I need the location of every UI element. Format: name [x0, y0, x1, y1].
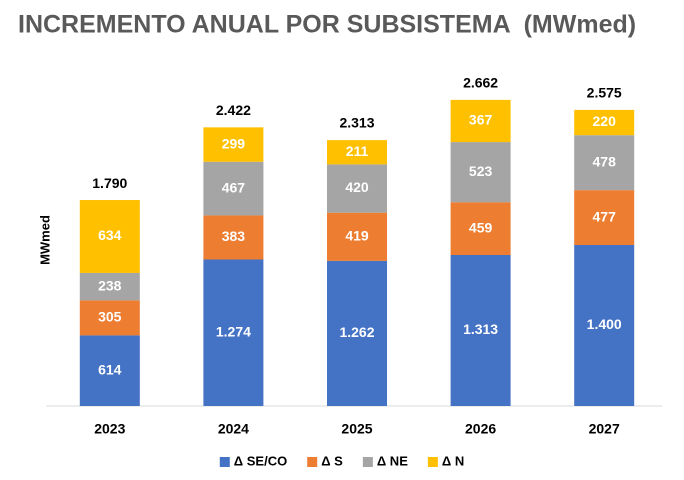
- bar-segment: [203, 161, 264, 216]
- bar-segment: [574, 190, 635, 245]
- legend-label: Δ N: [442, 453, 464, 468]
- data-label: 211: [346, 143, 369, 159]
- total-label: 2.313: [339, 115, 374, 131]
- data-label: 634: [98, 227, 122, 243]
- x-tick-label: 2025: [341, 421, 372, 437]
- legend-swatch: [427, 457, 438, 467]
- legend-label: Δ NE: [377, 453, 408, 468]
- x-tick-label: 2026: [465, 421, 496, 437]
- legend-label: Δ SE/CO: [234, 453, 287, 468]
- legend-label: Δ S: [321, 453, 343, 468]
- total-label: 2.662: [463, 75, 498, 91]
- data-label: 523: [469, 163, 493, 179]
- data-label: 220: [593, 113, 617, 129]
- data-label: 467: [222, 179, 246, 195]
- bar-segment: [574, 135, 635, 191]
- legend-swatch: [307, 457, 318, 467]
- bar-segment: [327, 212, 387, 261]
- data-label: 299: [222, 135, 246, 151]
- bar-segment: [327, 164, 387, 213]
- total-label: 1.790: [92, 175, 127, 191]
- total-label: 2.422: [216, 102, 251, 118]
- data-label: 614: [98, 361, 122, 377]
- data-label: 1.274: [216, 323, 251, 339]
- data-label: 478: [593, 153, 617, 169]
- data-label: 477: [593, 208, 617, 224]
- bar-segment: [574, 109, 635, 136]
- data-label: 420: [345, 179, 369, 195]
- data-label: 1.313: [463, 321, 498, 337]
- x-tick-label: 2023: [94, 421, 125, 437]
- bar-segment: [203, 215, 264, 260]
- bar-segment: [327, 260, 387, 406]
- total-label: 2.575: [587, 85, 622, 101]
- chart-title: INCREMENTO ANUAL POR SUBSISTEMA (MWmed): [18, 11, 636, 39]
- bar-segment: [79, 272, 140, 301]
- data-label: 238: [98, 277, 122, 293]
- bar-segment: [450, 255, 511, 406]
- bar-segment: [450, 99, 511, 143]
- bar-segment: [574, 245, 635, 406]
- bar-segment: [79, 200, 140, 273]
- data-label: 383: [222, 228, 246, 244]
- data-label: 305: [98, 309, 122, 325]
- y-axis-label: MWmed: [37, 215, 52, 265]
- bar-segment: [79, 335, 140, 406]
- data-label: 1.262: [339, 324, 374, 340]
- x-tick-label: 2027: [589, 421, 620, 437]
- bar-segment: [450, 142, 511, 203]
- legend-swatch: [219, 457, 230, 467]
- data-label: 459: [469, 219, 493, 235]
- bar-segment: [450, 202, 511, 256]
- x-tick-label: 2024: [218, 421, 249, 437]
- bar-segment: [79, 300, 140, 336]
- bar-segment: [203, 127, 264, 162]
- data-label: 419: [345, 227, 369, 243]
- legend-swatch: [362, 457, 373, 467]
- data-label: 1.400: [587, 316, 622, 332]
- bar-segment: [203, 259, 264, 406]
- data-label: 367: [469, 112, 493, 128]
- bar-segment: [327, 140, 387, 165]
